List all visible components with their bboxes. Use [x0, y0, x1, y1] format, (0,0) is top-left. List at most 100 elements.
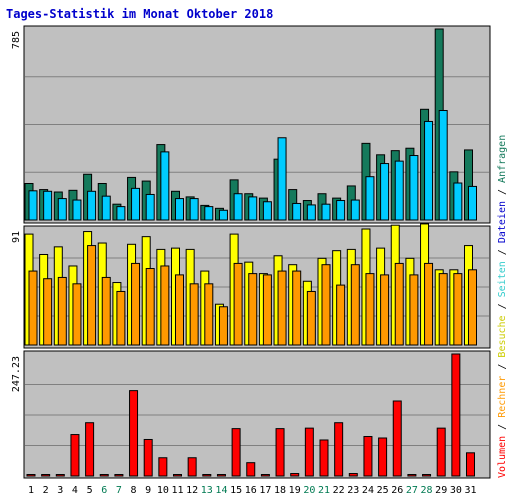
bar-rechner-day-4 — [72, 283, 82, 346]
bar-dateien-day-20 — [306, 204, 316, 221]
x-tick-label-day-22: 22 — [333, 485, 345, 496]
bar-rechner-day-14 — [218, 306, 228, 346]
bar-rechner-day-23 — [350, 264, 360, 346]
bar-volumen-day-4 — [70, 434, 80, 477]
x-tick-label-day-21: 21 — [318, 485, 330, 496]
bar-rechner-day-19 — [292, 270, 302, 346]
x-tick-label-day-11: 11 — [171, 485, 183, 496]
bar-dateien-day-29 — [438, 110, 448, 221]
bar-volumen-day-23 — [348, 473, 358, 477]
bar-dateien-day-27 — [409, 155, 419, 221]
x-tick-label-day-7: 7 — [116, 485, 122, 496]
legend-item-anfragen: Anfragen — [497, 135, 508, 183]
x-tick-label-day-17: 17 — [259, 485, 271, 496]
legend-separator: / — [497, 183, 508, 201]
x-tick-label-day-24: 24 — [362, 485, 374, 496]
bar-dateien-day-9 — [145, 193, 155, 221]
y-max-label-visits-hosts: 91 — [11, 231, 22, 243]
bar-dateien-day-26 — [394, 160, 404, 221]
x-tick-label-day-1: 1 — [28, 485, 34, 496]
x-tick-label-day-18: 18 — [274, 485, 286, 496]
bar-volumen-day-14 — [216, 474, 226, 477]
bar-volumen-day-10 — [158, 457, 168, 477]
x-tick-label-day-31: 31 — [464, 485, 476, 496]
x-tick-label-day-29: 29 — [435, 485, 447, 496]
bar-rechner-day-22 — [336, 284, 346, 346]
bar-volumen-day-6 — [99, 474, 109, 477]
bar-rechner-day-1 — [28, 270, 38, 346]
bar-volumen-day-9 — [143, 438, 153, 477]
legend-separator: / — [497, 297, 508, 315]
gridlines-volume — [25, 384, 489, 446]
legend-right: Volumen / Rechner / Besuche / Seiten / D… — [497, 135, 508, 478]
bar-volumen-day-17 — [260, 474, 270, 477]
bar-rechner-day-31 — [468, 269, 477, 346]
x-tick-label-day-8: 8 — [131, 485, 137, 496]
x-tick-label-day-3: 3 — [57, 485, 63, 496]
legend-item-volumen: Volumen — [497, 436, 508, 478]
x-tick-label-day-28: 28 — [421, 485, 433, 496]
x-tick-label-day-2: 2 — [43, 485, 49, 496]
bar-volumen-day-26 — [392, 400, 402, 477]
x-tick-label-day-16: 16 — [245, 485, 257, 496]
bar-dateien-day-1 — [28, 190, 38, 221]
bar-volumen-day-2 — [41, 474, 51, 477]
bar-dateien-day-11 — [175, 198, 184, 221]
legend-item-dateien: Dateien — [497, 201, 508, 243]
bar-dateien-day-6 — [101, 195, 111, 221]
legend-separator: / — [497, 418, 508, 436]
bar-dateien-day-21 — [321, 203, 331, 221]
bar-volumen-day-29 — [436, 427, 446, 477]
bar-rechner-day-26 — [394, 262, 404, 346]
x-tick-label-day-4: 4 — [72, 485, 78, 496]
bar-rechner-day-27 — [409, 274, 419, 346]
bar-rechner-day-9 — [145, 268, 155, 346]
chart-title: Tages-Statistik im Monat Oktober 2018 — [6, 7, 274, 21]
bar-dateien-day-23 — [350, 199, 360, 221]
bar-volumen-day-31 — [466, 452, 475, 477]
bar-rechner-day-18 — [277, 270, 287, 346]
bar-dateien-day-8 — [131, 187, 141, 221]
bar-volumen-day-13 — [202, 474, 212, 477]
bar-dateien-day-13 — [204, 206, 214, 221]
bar-volumen-day-1 — [26, 474, 36, 477]
bar-rechner-day-12 — [189, 283, 199, 346]
x-tick-label-day-25: 25 — [377, 485, 389, 496]
bar-dateien-day-2 — [43, 190, 53, 221]
x-tick-label-day-19: 19 — [289, 485, 301, 496]
bar-dateien-day-19 — [292, 202, 302, 221]
bar-rechner-day-29 — [438, 273, 448, 346]
bar-rechner-day-24 — [365, 273, 375, 346]
bar-volumen-day-19 — [290, 473, 300, 477]
bar-dateien-day-5 — [87, 190, 97, 221]
bar-dateien-day-18 — [277, 137, 287, 221]
bar-dateien-day-12 — [189, 198, 199, 221]
x-tick-label-day-9: 9 — [145, 485, 151, 496]
y-max-label-volume: 247.23 — [11, 356, 22, 392]
bar-volumen-day-5 — [85, 422, 95, 477]
bar-volumen-day-22 — [334, 422, 344, 477]
bar-dateien-day-22 — [336, 200, 346, 221]
bar-volumen-day-18 — [275, 428, 285, 477]
bar-rechner-day-25 — [380, 274, 390, 346]
bar-volumen-day-7 — [114, 474, 124, 477]
legend-separator: / — [497, 358, 508, 376]
x-tick-label-day-30: 30 — [450, 485, 462, 496]
bar-dateien-day-24 — [365, 176, 375, 221]
x-tick-label-day-14: 14 — [215, 485, 227, 496]
bar-dateien-day-31 — [468, 185, 477, 221]
bar-volumen-day-16 — [246, 462, 256, 477]
bar-volumen-day-24 — [363, 436, 373, 477]
bar-rechner-day-17 — [262, 274, 272, 346]
bar-dateien-day-15 — [233, 193, 243, 221]
bar-rechner-day-28 — [424, 262, 434, 346]
bar-volumen-day-12 — [187, 457, 197, 477]
x-tick-label-day-15: 15 — [230, 485, 242, 496]
legend-separator: / — [497, 243, 508, 261]
y-max-label-requests-files: 785 — [11, 31, 22, 49]
legend-item-besuche: Besuche — [497, 315, 508, 357]
bar-dateien-day-10 — [160, 151, 170, 221]
bar-rechner-day-8 — [131, 262, 141, 346]
bar-rechner-day-15 — [233, 262, 243, 346]
bar-dateien-day-28 — [424, 120, 434, 221]
